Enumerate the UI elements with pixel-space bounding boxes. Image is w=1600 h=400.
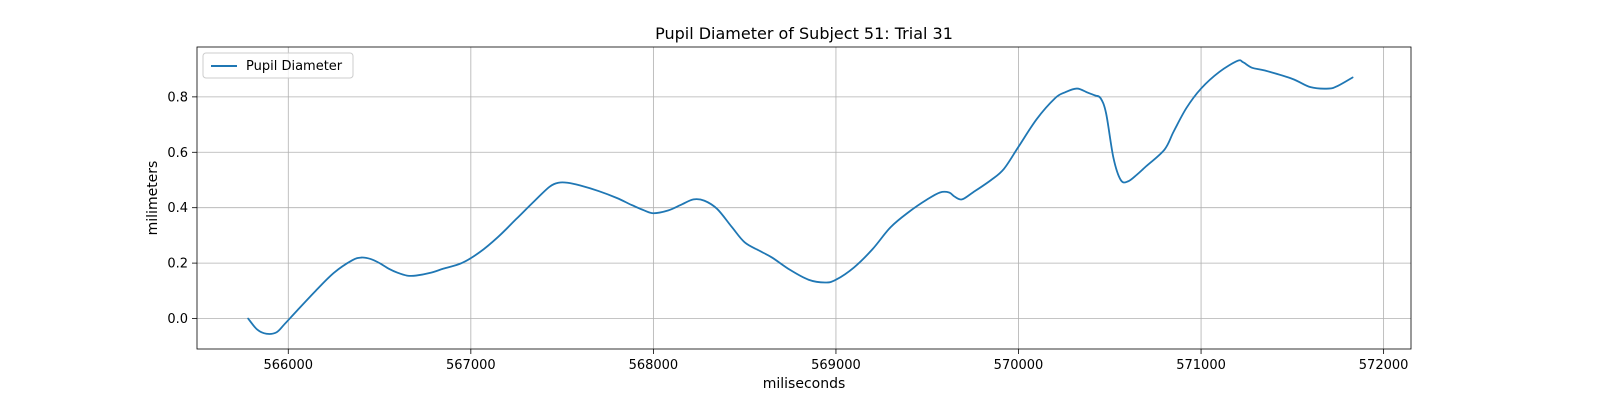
y-tick-label: 0.4 bbox=[167, 201, 188, 216]
grid-layer bbox=[197, 47, 1411, 349]
y-tick-label: 0.2 bbox=[167, 257, 188, 272]
legend-label: Pupil Diameter bbox=[246, 59, 343, 74]
y-tick-label: 0.8 bbox=[167, 90, 188, 105]
ticks-layer: 566000 567000 568000 569000 570000 571000 5720… bbox=[167, 90, 1408, 373]
series-layer bbox=[247, 59, 1354, 335]
x-tick-label: 572000 bbox=[1359, 358, 1409, 373]
x-tick-label: 566000 bbox=[263, 358, 313, 373]
x-tick-label: 567000 bbox=[446, 358, 496, 373]
series-line-pupil-diameter bbox=[247, 59, 1354, 335]
x-tick-label: 568000 bbox=[629, 358, 679, 373]
legend-box bbox=[202, 52, 354, 79]
x-tick-label: 570000 bbox=[994, 358, 1044, 373]
chart-title: Pupil Diameter of Subject 51: Trial 31 bbox=[655, 24, 953, 43]
x-tick-label: 571000 bbox=[1176, 358, 1226, 373]
y-tick-label: 0.6 bbox=[167, 146, 188, 161]
y-tick-label: 0.0 bbox=[167, 312, 188, 327]
x-axis-title: miliseconds bbox=[763, 376, 846, 392]
y-axis-title: milimeters bbox=[145, 161, 161, 236]
plot-frame bbox=[196, 46, 1412, 350]
x-tick-label: 569000 bbox=[811, 358, 861, 373]
legend: Pupil Diameter bbox=[202, 52, 354, 79]
